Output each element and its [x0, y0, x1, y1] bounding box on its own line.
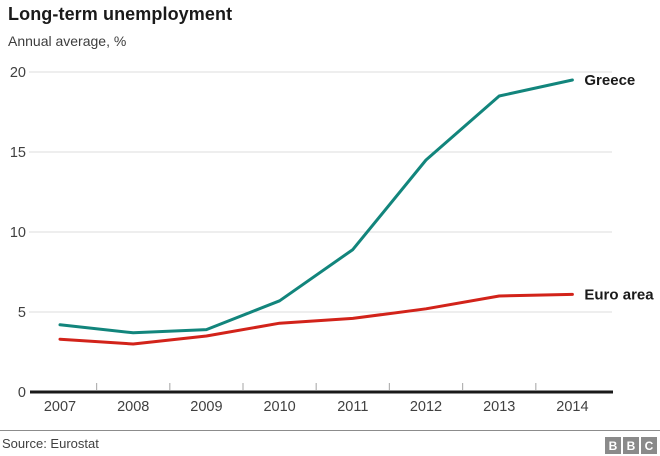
x-axis-year-label: 2014	[556, 399, 588, 415]
y-axis-tick-label: 15	[10, 145, 26, 161]
x-axis-year-label: 2007	[44, 399, 76, 415]
bbc-logo-block: C	[641, 437, 657, 454]
x-axis-year-label: 2008	[117, 399, 149, 415]
y-axis-tick-label: 0	[18, 385, 26, 401]
series-line-greece	[58, 78, 574, 335]
x-axis-year-label: 2009	[190, 399, 222, 415]
series-line-euro-area	[58, 292, 574, 346]
bbc-logo: B B C	[605, 437, 657, 454]
x-axis-year-label: 2011	[337, 399, 368, 415]
chart-title: Long-term unemployment	[8, 4, 233, 24]
x-axis-year-label: 2010	[263, 399, 295, 415]
x-axis-year-label: 2013	[483, 399, 515, 415]
source-label: Source: Eurostat	[2, 436, 99, 451]
x-axis-year-label: 2012	[410, 399, 442, 415]
series-label-greece: Greece	[584, 72, 635, 89]
series-label-euro-area: Euro area	[584, 286, 654, 303]
chart-subtitle: Annual average, %	[8, 33, 127, 49]
bbc-logo-block: B	[605, 437, 621, 454]
y-axis-tick-label: 20	[10, 65, 26, 81]
y-axis-tick-label: 10	[10, 225, 26, 241]
bbc-logo-block: B	[623, 437, 639, 454]
y-axis-tick-label: 5	[18, 305, 26, 321]
footer-divider	[0, 430, 660, 431]
